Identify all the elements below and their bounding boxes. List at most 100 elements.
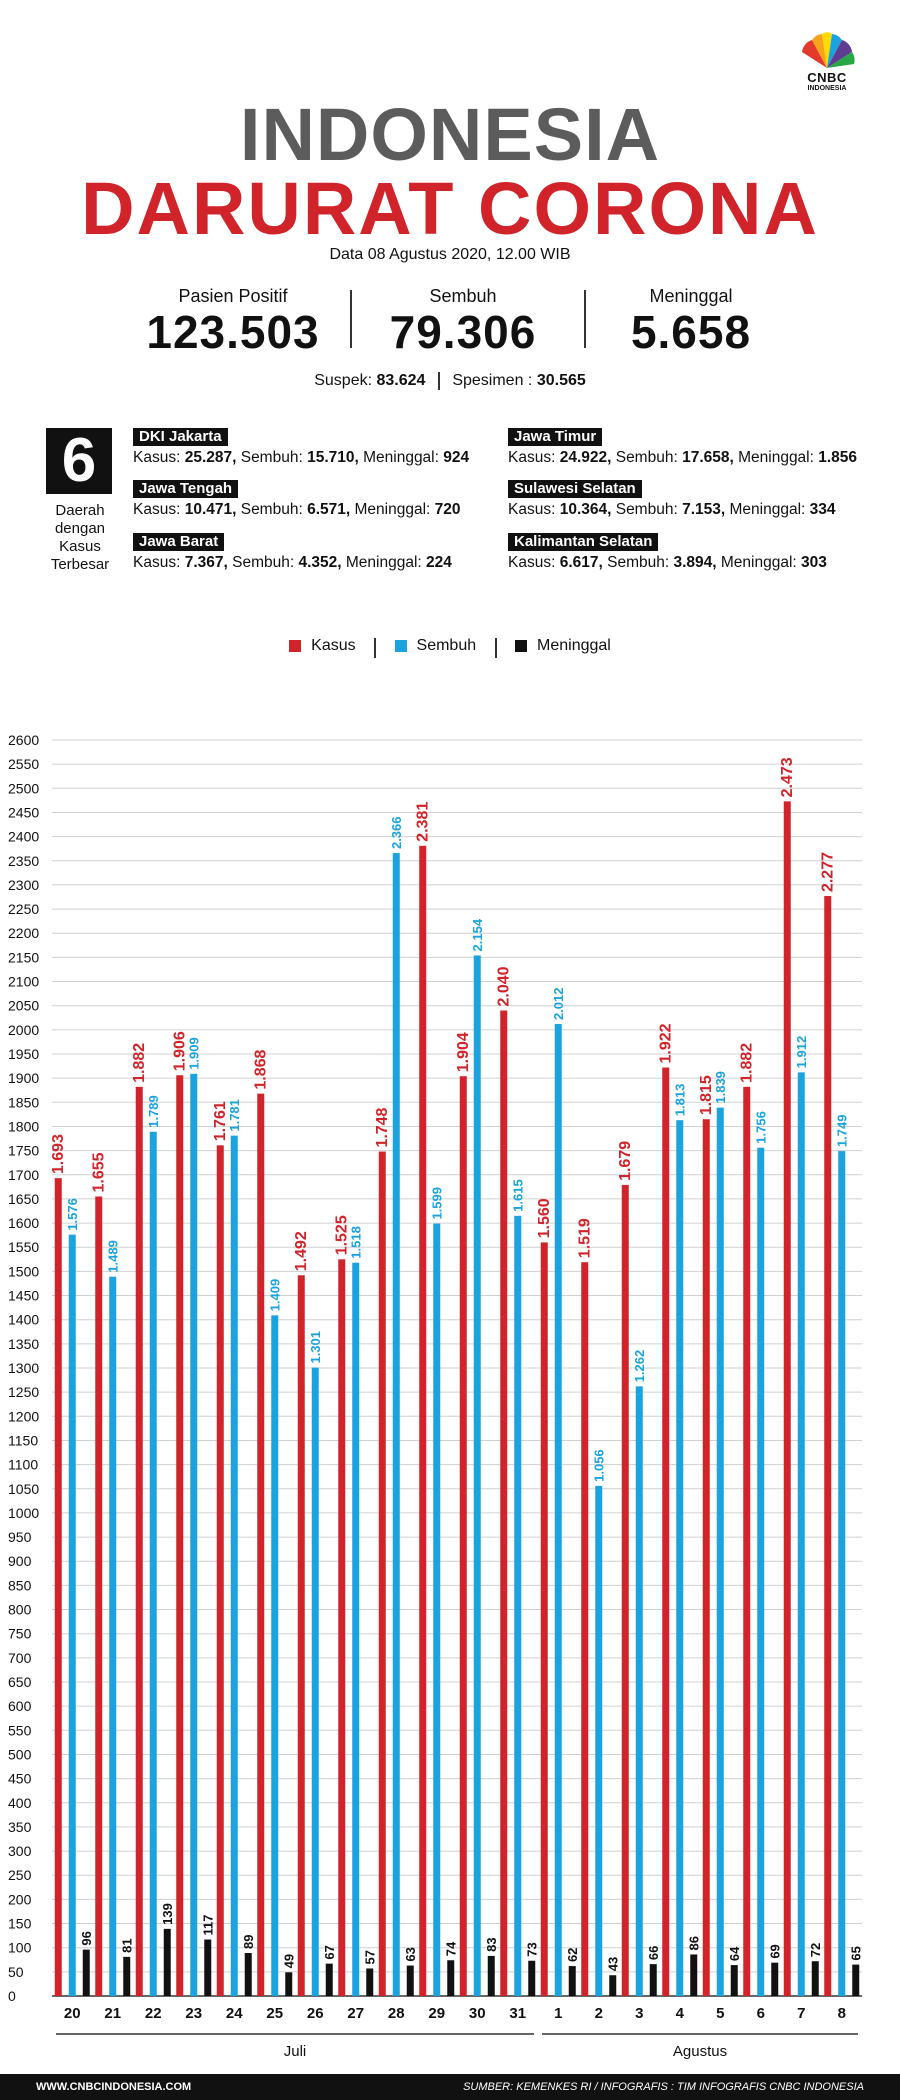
region-item: Jawa Timur Kasus: 24.922, Sembuh: 17.658,… bbox=[508, 428, 857, 467]
legend-divider bbox=[374, 637, 377, 658]
y-tick-label: 1600 bbox=[8, 1215, 39, 1231]
bar-sembuh bbox=[797, 1072, 805, 1996]
stat-divider bbox=[584, 290, 586, 348]
region-details: Kasus: 10.471, Sembuh: 6.571, Meninggal:… bbox=[133, 501, 461, 518]
data-label-kasus: 2.277 bbox=[820, 852, 837, 892]
data-label-sembuh: 1.781 bbox=[227, 1099, 242, 1132]
bar-sembuh bbox=[716, 1107, 724, 1996]
logo-text: CNBC bbox=[807, 70, 847, 85]
bar-kasus bbox=[783, 801, 791, 1996]
data-label-kasus: 2.473 bbox=[779, 757, 796, 797]
data-label-kasus: 1.525 bbox=[334, 1215, 351, 1255]
data-label-meninggal: 96 bbox=[79, 1931, 94, 1945]
x-tick-label: 21 bbox=[104, 2005, 121, 2022]
data-label-meninggal: 66 bbox=[646, 1946, 661, 1960]
bar-sembuh bbox=[473, 955, 481, 1996]
bar-meninggal bbox=[406, 1965, 414, 1996]
suspek-line: Suspek: 83.624 Spesimen : 30.565 bbox=[0, 372, 900, 390]
data-label-kasus: 1.519 bbox=[577, 1218, 594, 1258]
bar-meninggal bbox=[163, 1928, 171, 1996]
x-tick-label: 25 bbox=[266, 2005, 283, 2022]
y-tick-label: 650 bbox=[8, 1674, 32, 1690]
stat-positif: Pasien Positif 123.503 bbox=[118, 286, 348, 358]
x-tick-label: 22 bbox=[145, 2005, 162, 2022]
bar-meninggal bbox=[690, 1954, 698, 1996]
stat-sembuh: Sembuh 79.306 bbox=[348, 286, 578, 358]
x-tick-label: 3 bbox=[635, 2005, 643, 2022]
suspek-value: 83.624 bbox=[376, 372, 426, 390]
legend-divider bbox=[494, 637, 497, 658]
bar-kasus bbox=[378, 1151, 386, 1996]
y-tick-label: 2050 bbox=[8, 998, 39, 1014]
data-label-meninggal: 139 bbox=[160, 1903, 175, 1925]
data-label-sembuh: 1.301 bbox=[308, 1331, 323, 1364]
x-tick-label: 28 bbox=[388, 2005, 405, 2022]
bar-meninggal bbox=[487, 1955, 495, 1996]
y-tick-label: 200 bbox=[8, 1891, 32, 1907]
data-label-kasus: 1.761 bbox=[212, 1101, 229, 1141]
bar-meninggal bbox=[204, 1939, 212, 1996]
data-label-kasus: 1.748 bbox=[374, 1107, 391, 1147]
bar-kasus bbox=[95, 1196, 103, 1996]
bar-sembuh bbox=[352, 1262, 360, 1996]
footer: WWW.CNBCINDONESIA.COM SUMBER: KEMENKES R… bbox=[0, 2074, 900, 2100]
region-details: Kasus: 25.287, Sembuh: 15.710, Meninggal… bbox=[133, 449, 470, 466]
x-tick-label: 26 bbox=[307, 2005, 324, 2022]
data-label-kasus: 1.882 bbox=[131, 1043, 148, 1083]
stat-meninggal: Meninggal 5.658 bbox=[576, 286, 806, 358]
legend-swatch bbox=[289, 640, 302, 652]
data-label-meninggal: 67 bbox=[322, 1945, 337, 1959]
footer-source: SUMBER: KEMENKES RI / INFOGRAFIS : TIM I… bbox=[463, 2081, 864, 2093]
legend-meninggal: Meninggal bbox=[515, 637, 611, 655]
data-label-kasus: 1.868 bbox=[253, 1049, 270, 1089]
y-tick-label: 1650 bbox=[8, 1191, 39, 1207]
bar-kasus bbox=[338, 1259, 346, 1996]
y-tick-label: 500 bbox=[8, 1746, 32, 1762]
region-count-label-3: Kasus bbox=[59, 538, 101, 555]
x-tick-label: 6 bbox=[757, 2005, 765, 2022]
region-item: Jawa Barat Kasus: 7.367, Sembuh: 4.352, M… bbox=[133, 533, 452, 572]
data-label-kasus: 2.381 bbox=[415, 802, 432, 842]
y-tick-label: 2500 bbox=[8, 780, 39, 796]
bar-meninggal bbox=[811, 1961, 819, 1996]
region-details: Kasus: 10.364, Sembuh: 7.153, Meninggal:… bbox=[508, 501, 836, 518]
bar-meninggal bbox=[285, 1972, 293, 1996]
bar-kasus bbox=[702, 1119, 710, 1996]
x-tick-label: 30 bbox=[469, 2005, 486, 2022]
stat-value: 123.503 bbox=[146, 306, 320, 358]
y-tick-label: 700 bbox=[8, 1650, 32, 1666]
stat-value: 79.306 bbox=[389, 306, 537, 358]
x-tick-label: 24 bbox=[226, 2005, 243, 2022]
y-tick-label: 2600 bbox=[8, 732, 39, 748]
region-item: Sulawesi Selatan Kasus: 10.364, Sembuh: 7… bbox=[508, 480, 836, 519]
data-label-sembuh: 1.599 bbox=[430, 1187, 445, 1220]
data-label-kasus: 1.655 bbox=[91, 1152, 108, 1192]
data-label-kasus: 1.560 bbox=[536, 1198, 553, 1238]
x-tick-label: 4 bbox=[676, 2005, 685, 2022]
data-label-meninggal: 81 bbox=[120, 1938, 135, 1952]
spesimen-value: 30.565 bbox=[536, 372, 586, 390]
y-tick-label: 1400 bbox=[8, 1312, 39, 1328]
y-tick-label: 2350 bbox=[8, 853, 39, 869]
region-item: DKI Jakarta Kasus: 25.287, Sembuh: 15.710… bbox=[133, 428, 469, 467]
legend-label: Meninggal bbox=[537, 637, 611, 654]
data-label-meninggal: 63 bbox=[403, 1947, 418, 1961]
data-label-sembuh: 1.813 bbox=[673, 1084, 688, 1117]
y-tick-label: 850 bbox=[8, 1577, 32, 1593]
y-tick-label: 2550 bbox=[8, 756, 39, 772]
y-tick-label: 1950 bbox=[8, 1046, 39, 1062]
bar-sembuh bbox=[271, 1315, 279, 1996]
data-label-sembuh: 1.749 bbox=[835, 1115, 850, 1148]
data-label-kasus: 1.904 bbox=[455, 1032, 472, 1072]
bar-meninggal bbox=[528, 1960, 536, 1996]
data-label-sembuh: 1.409 bbox=[268, 1279, 283, 1312]
bar-kasus bbox=[621, 1184, 629, 1996]
y-tick-label: 1700 bbox=[8, 1167, 39, 1183]
data-label-sembuh: 1.789 bbox=[146, 1095, 161, 1128]
spesimen-label: Spesimen : bbox=[452, 372, 533, 390]
bar-kasus bbox=[662, 1067, 670, 1996]
region-item: Kalimantan Selatan Kasus: 6.617, Sembuh: … bbox=[508, 533, 827, 572]
month-label: Agustus bbox=[673, 2043, 727, 2060]
y-tick-label: 800 bbox=[8, 1602, 32, 1618]
data-label-meninggal: 72 bbox=[808, 1943, 823, 1957]
